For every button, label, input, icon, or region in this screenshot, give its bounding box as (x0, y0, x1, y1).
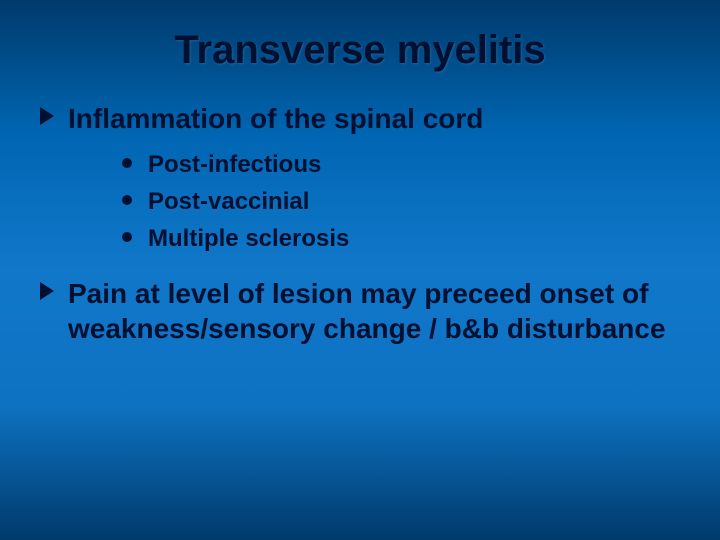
bullet-item: Inflammation of the spinal cord Post-inf… (40, 101, 680, 258)
sub-bullet-text: Post-vaccinial (148, 188, 309, 215)
bullet-text: Pain at level of lesion may preceed onse… (68, 278, 666, 344)
sub-bullet-item: Post-vaccinial (122, 183, 680, 220)
slide-title: Transverse myelitis (40, 28, 680, 73)
sub-bullet-text: Multiple sclerosis (148, 225, 349, 252)
sub-bullet-text: Post-infectious (148, 151, 321, 178)
slide: Transverse myelitis Inflammation of the … (0, 0, 720, 540)
bullet-list: Inflammation of the spinal cord Post-inf… (40, 101, 680, 346)
sub-bullet-item: Post-infectious (122, 146, 680, 183)
arrow-icon (40, 282, 54, 300)
arrow-icon (40, 107, 54, 125)
sub-bullet-item: Multiple sclerosis (122, 220, 680, 257)
bullet-text: Inflammation of the spinal cord (68, 103, 483, 134)
bullet-item: Pain at level of lesion may preceed onse… (40, 276, 680, 346)
sub-bullet-list: Post-infectious Post-vaccinial Multiple … (68, 146, 680, 258)
